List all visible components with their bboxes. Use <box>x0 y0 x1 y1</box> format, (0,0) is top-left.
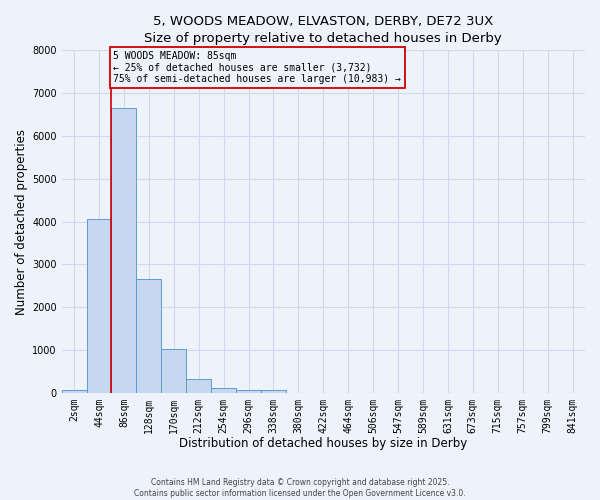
Y-axis label: Number of detached properties: Number of detached properties <box>15 128 28 314</box>
Bar <box>136 280 161 392</box>
Bar <box>62 390 86 392</box>
X-axis label: Distribution of detached houses by size in Derby: Distribution of detached houses by size … <box>179 437 467 450</box>
Bar <box>261 390 286 392</box>
Bar <box>161 349 186 393</box>
Bar <box>186 378 211 392</box>
Text: 5 WOODS MEADOW: 85sqm
← 25% of detached houses are smaller (3,732)
75% of semi-d: 5 WOODS MEADOW: 85sqm ← 25% of detached … <box>113 51 401 84</box>
Bar <box>112 108 136 393</box>
Text: Contains HM Land Registry data © Crown copyright and database right 2025.
Contai: Contains HM Land Registry data © Crown c… <box>134 478 466 498</box>
Bar <box>86 220 112 392</box>
Title: 5, WOODS MEADOW, ELVASTON, DERBY, DE72 3UX
Size of property relative to detached: 5, WOODS MEADOW, ELVASTON, DERBY, DE72 3… <box>145 15 502 45</box>
Bar <box>236 390 261 392</box>
Bar <box>211 388 236 392</box>
